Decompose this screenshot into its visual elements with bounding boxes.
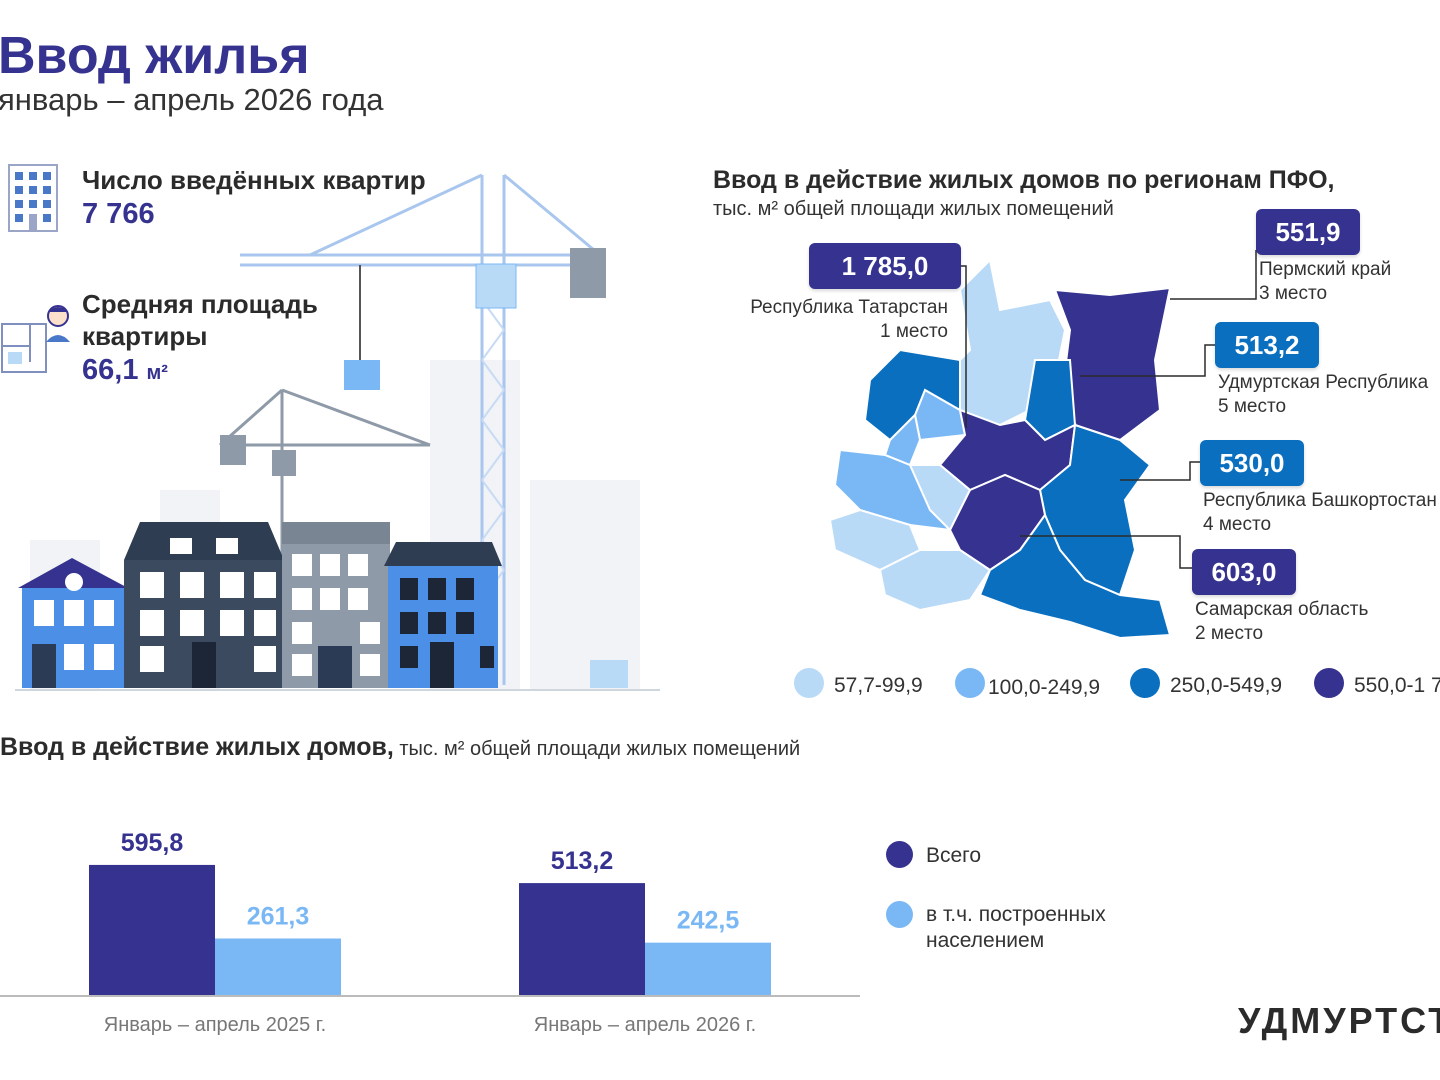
bar-legend-dot-population <box>886 901 913 928</box>
bar-population-2 <box>645 942 771 996</box>
avg-area-number: 66,1 <box>82 354 139 386</box>
callout-samara-value: 603,0 <box>1192 549 1296 595</box>
legend-dot-2 <box>955 668 985 698</box>
bar-chart-title-rest: тыс. м² общей площади жилых помещений <box>393 738 801 760</box>
bar-population-1 <box>215 938 341 996</box>
bar-legend-dot-total <box>886 841 913 868</box>
floorplan-person-icon <box>1 305 70 373</box>
bar-chart-title-bold: Ввод в действие жилых домов, <box>0 733 394 761</box>
callout-tatarstan-name: Республика Татарстан <box>750 297 948 318</box>
bar-chart-title: Ввод в действие жилых домов, тыс. м² общ… <box>0 733 800 762</box>
callout-samara-rank: 2 место <box>1195 623 1264 644</box>
legend-label-4: 550,0-1 785,0 <box>1354 674 1440 697</box>
avg-area-label-line1: Средняя площадь <box>82 289 318 319</box>
callout-perm-rank: 3 место <box>1259 283 1328 304</box>
map-subtitle: тыс. м² общей площади жилых помещений <box>713 198 1114 220</box>
callout-udmurtia-rank: 5 место <box>1218 396 1287 417</box>
legend-label-3: 250,0-549,9 <box>1170 674 1283 697</box>
legend-label-2: 100,0-249,9 <box>988 676 1101 699</box>
volga-district-map <box>828 257 1172 640</box>
bar-value-label: 513,2 <box>551 847 614 875</box>
city-construction-illustration <box>15 173 660 691</box>
legend-label-1: 57,7-99,9 <box>834 674 923 697</box>
bar-value-label: 595,8 <box>121 829 184 857</box>
bar-chart: 595,8 261,3 Январь – апрель 2025 г. 513,2 24… <box>0 829 860 1036</box>
callout-bashkortostan-value: 530,0 <box>1200 440 1304 486</box>
callout-udmurtia-value: 513,2 <box>1215 322 1319 368</box>
legend-dot-1 <box>794 668 824 698</box>
legend-dot-4 <box>1314 668 1344 698</box>
bar-total-2 <box>519 883 645 996</box>
apartments-value: 7 766 <box>82 198 155 230</box>
page-title: Ввод жилья <box>0 27 310 85</box>
avg-area-value: 66,1 м² <box>82 354 168 387</box>
callout-udmurtia-name: Удмуртская Республика <box>1218 372 1429 393</box>
callout-bashkortostan-name: Республика Башкортостан <box>1203 490 1437 511</box>
avg-area-unit: м² <box>146 362 168 384</box>
bar-value-label: 242,5 <box>677 907 740 935</box>
udmurtstat-logo: УДМУРТСТАТ <box>1238 1000 1440 1041</box>
callout-perm-value: 551,9 <box>1256 209 1360 255</box>
bar-total-1 <box>89 864 215 996</box>
callout-tatarstan-rank: 1 место <box>879 321 948 342</box>
callout-bashkortostan-rank: 4 место <box>1203 514 1272 535</box>
apartment-building-icon <box>8 164 58 232</box>
bar-legend-label-total: Всего <box>926 844 982 867</box>
page-subtitle: январь – апрель 2026 года <box>0 82 384 117</box>
callout-samara-name: Самарская область <box>1195 599 1369 620</box>
map-title: Ввод в действие жилых домов по регионам … <box>713 166 1335 194</box>
bar-value-label: 261,3 <box>247 903 310 931</box>
category-label: Январь – апрель 2025 г. <box>104 1014 326 1036</box>
bar-legend-label-population: в т.ч. построенных населением <box>926 903 1106 952</box>
callout-perm-name: Пермский край <box>1259 259 1392 280</box>
category-label: Январь – апрель 2026 г. <box>534 1014 756 1036</box>
legend-dot-3 <box>1130 668 1160 698</box>
avg-area-label-line2: квартиры <box>82 321 208 351</box>
callout-tatarstan-value: 1 785,0 <box>809 243 961 289</box>
apartments-label: Число введённых квартир <box>82 165 426 195</box>
